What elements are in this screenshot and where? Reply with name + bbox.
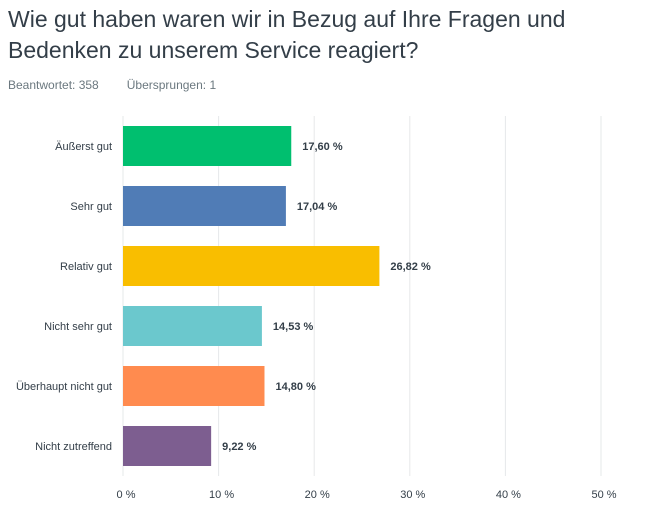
category-label: Relativ gut (60, 261, 112, 273)
bars: 17,60 % 17,04 % 26,82 % 14,53 % 14,80 % 9,22 … (123, 126, 431, 466)
x-tick-label: 0 % (117, 489, 136, 501)
x-tick-label: 50 % (591, 489, 616, 501)
bar[interactable] (123, 426, 212, 466)
x-tick-label: 10 % (209, 489, 234, 501)
bar[interactable] (123, 306, 262, 346)
x-tick-label: 30 % (400, 489, 425, 501)
category-label: Überhaupt nicht gut (16, 381, 112, 393)
bar-value-label: 17,60 % (302, 141, 343, 153)
bar[interactable] (123, 126, 292, 166)
response-stats: Beantwortet: 358 Übersprungen: 1 (8, 78, 216, 92)
bar-value-label: 14,80 % (275, 381, 316, 393)
bar-value-label: 26,82 % (390, 261, 431, 273)
answered-count: Beantwortet: 358 (8, 78, 99, 92)
category-label: Äußerst gut (55, 141, 112, 153)
category-labels: Äußerst gut Sehr gut Relativ gut Nicht sehr… (16, 141, 112, 453)
skipped-count: Übersprungen: 1 (126, 78, 217, 92)
bar[interactable] (123, 186, 286, 226)
bar-value-label: 9,22 % (222, 441, 256, 453)
bar-value-label: 14,53 % (273, 321, 314, 333)
x-axis-ticks: 0 % 10 % 20 % 30 % 40 % 50 % (117, 489, 617, 501)
category-label: Sehr gut (70, 201, 112, 213)
bar[interactable] (123, 246, 380, 286)
bar[interactable] (123, 366, 265, 406)
category-label: Nicht zutreffend (35, 441, 112, 453)
question-title: Wie gut haben waren wir in Bezug auf Ihr… (8, 6, 566, 63)
grid-lines (122, 116, 602, 476)
x-tick-label: 40 % (496, 489, 521, 501)
bar-value-label: 17,04 % (297, 201, 338, 213)
x-tick-label: 20 % (305, 489, 330, 501)
category-label: Nicht sehr gut (44, 321, 112, 333)
